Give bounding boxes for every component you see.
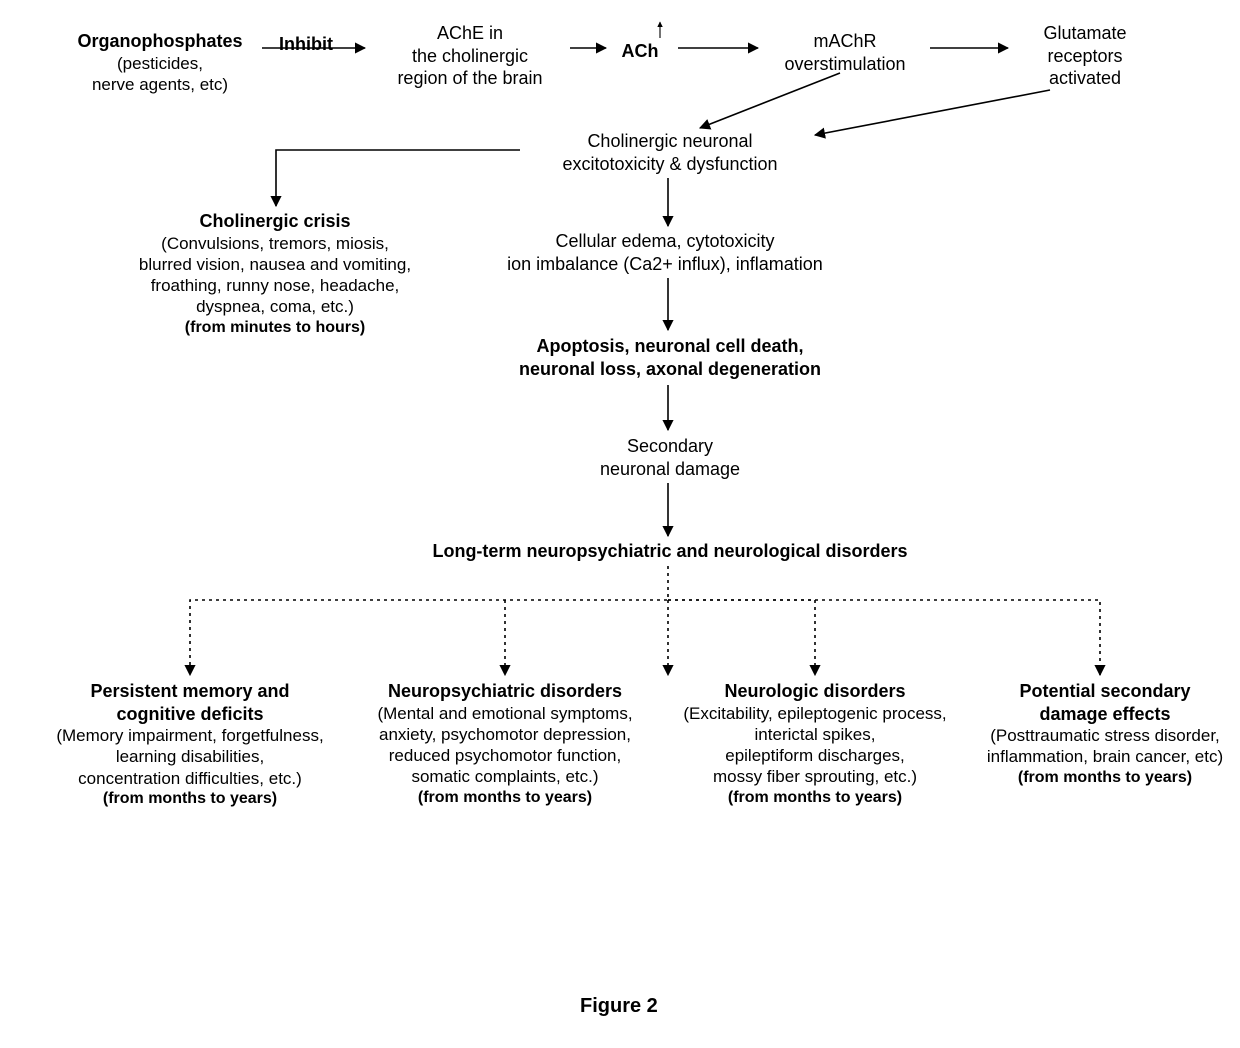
node-n_inhibit: Inhibit [266, 33, 346, 56]
node-n_edema: Cellular edema, cytotoxicityion imbalanc… [455, 230, 875, 275]
node-title: Neurologic disorders [660, 680, 970, 703]
node-timeframe: (from months to years) [660, 788, 970, 808]
node-timeframe: (from months to years) [355, 788, 655, 808]
node-title: Long-term neuropsychiatric and neurologi… [370, 540, 970, 563]
node-subtitle: (pesticides,nerve agents, etc) [60, 53, 260, 96]
node-n_mem: Persistent memory andcognitive deficits(… [30, 680, 350, 809]
node-title: mAChRoverstimulation [760, 30, 930, 75]
node-subtitle: (Excitability, epileptogenic process,int… [660, 703, 970, 788]
node-n_long: Long-term neuropsychiatric and neurologi… [370, 540, 970, 563]
node-n_ache: AChE inthe cholinergicregion of the brai… [365, 22, 575, 90]
edge-e_long_spread [190, 566, 668, 675]
node-title: AChE inthe cholinergicregion of the brai… [365, 22, 575, 90]
edge-e_long_b3b [668, 600, 815, 675]
edge-e_glut_excito [815, 90, 1050, 135]
node-n_glut: Glutamatereceptorsactivated [1010, 22, 1160, 90]
node-n_neuro_l: Neurologic disorders(Excitability, epile… [660, 680, 970, 808]
node-timeframe: (from months to years) [30, 789, 350, 809]
node-title: Cholinergic neuronalexcitotoxicity & dys… [520, 130, 820, 175]
node-title: Cellular edema, cytotoxicityion imbalanc… [455, 230, 875, 275]
node-subtitle: (Memory impairment, forgetfulness,learni… [30, 725, 350, 789]
node-title: Cholinergic crisis [105, 210, 445, 233]
node-subtitle: (Mental and emotional symptoms,anxiety, … [355, 703, 655, 788]
edge-e_long_b4 [668, 600, 1100, 675]
flowchart-canvas: Organophosphates(pesticides,nerve agents… [0, 0, 1240, 1048]
node-title: Glutamatereceptorsactivated [1010, 22, 1160, 90]
node-title: Potential secondarydamage effects [975, 680, 1235, 725]
node-n_second: Secondaryneuronal damage [560, 435, 780, 480]
node-subtitle: (Convulsions, tremors, miosis,blurred vi… [105, 233, 445, 318]
node-n_pot: Potential secondarydamage effects(Posttr… [975, 680, 1235, 788]
node-subtitle: (Posttraumatic stress disorder,inflammat… [975, 725, 1235, 768]
node-title: ACh [610, 40, 670, 63]
node-title: Secondaryneuronal damage [560, 435, 780, 480]
figure-caption: Figure 2 [580, 995, 658, 1018]
node-n_apop: Apoptosis, neuronal cell death,neuronal … [470, 335, 870, 380]
edge-e_machr_excito [700, 73, 840, 128]
node-n_op: Organophosphates(pesticides,nerve agents… [60, 30, 260, 95]
edge-e_excito_crisis [276, 150, 520, 206]
node-title: Inhibit [266, 33, 346, 56]
node-title: Neuropsychiatric disorders [355, 680, 655, 703]
node-title: Persistent memory andcognitive deficits [30, 680, 350, 725]
node-timeframe: (from months to years) [975, 768, 1235, 788]
node-timeframe: (from minutes to hours) [105, 318, 445, 338]
node-n_excito: Cholinergic neuronalexcitotoxicity & dys… [520, 130, 820, 175]
node-title: Organophosphates [60, 30, 260, 53]
node-n_ach: ACh [610, 40, 670, 63]
node-n_crisis: Cholinergic crisis(Convulsions, tremors,… [105, 210, 445, 338]
node-n_neuro_p: Neuropsychiatric disorders(Mental and em… [355, 680, 655, 808]
node-title: Apoptosis, neuronal cell death,neuronal … [470, 335, 870, 380]
node-n_machr: mAChRoverstimulation [760, 30, 930, 75]
